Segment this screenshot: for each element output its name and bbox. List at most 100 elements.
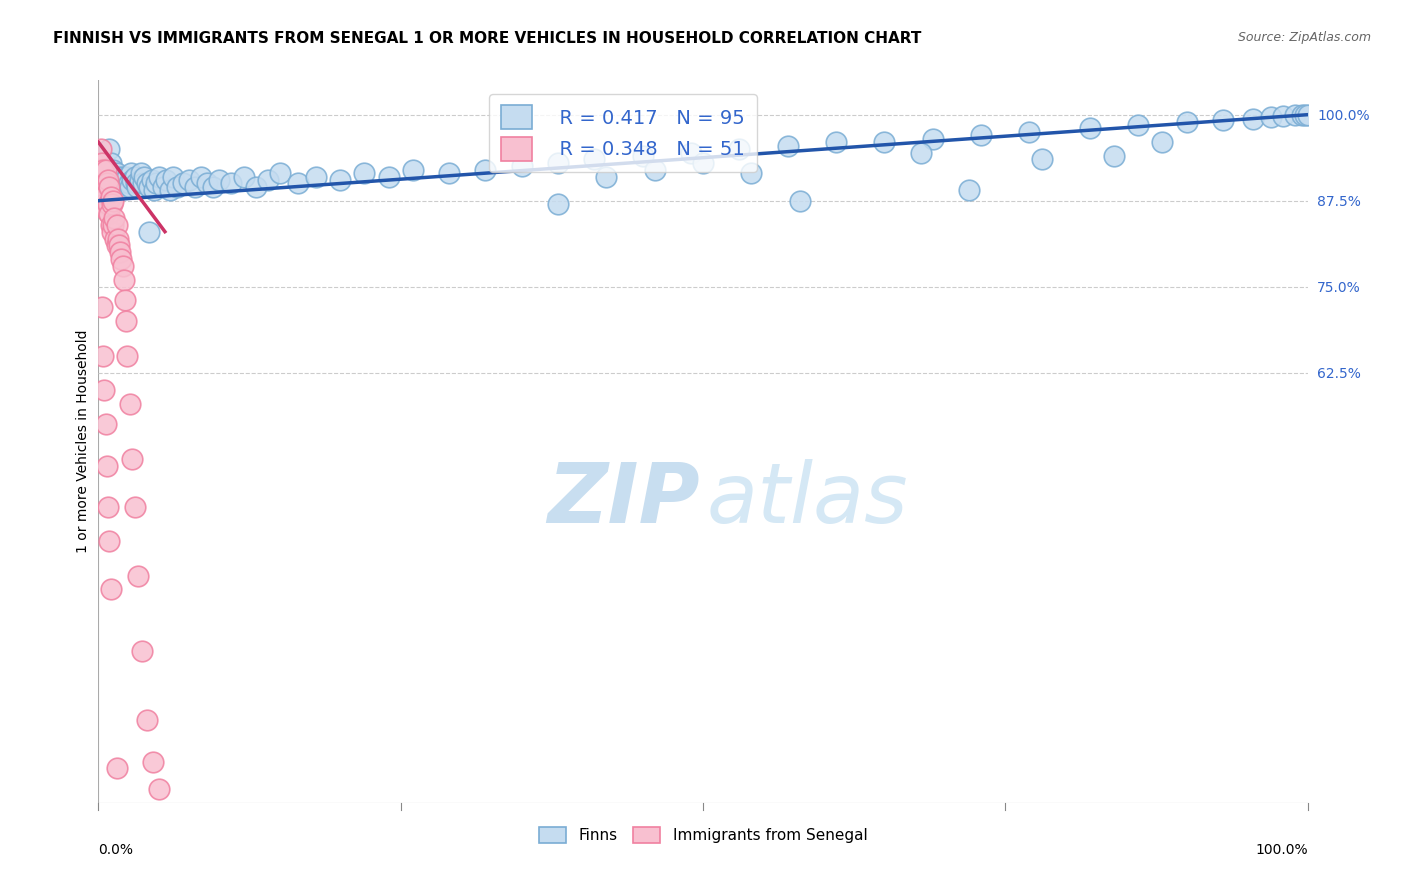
Point [134, 169, 156, 184]
Text: Source: ZipAtlas.com: Source: ZipAtlas.com [1237, 31, 1371, 45]
Point [117, 169, 139, 184]
Point [166, 180, 188, 194]
Point [100, 190, 122, 204]
Text: ZIP: ZIP [547, 458, 699, 540]
Point [105, 238, 128, 252]
Point [1296, 108, 1319, 122]
Point [269, 166, 291, 180]
Point [105, 218, 128, 232]
Y-axis label: 1 or more Vehicles in Household: 1 or more Vehicles in Household [76, 330, 90, 553]
Point [98, 180, 121, 194]
Point [1152, 135, 1174, 149]
Point [910, 145, 932, 160]
Point [91, 190, 114, 204]
Point [100, 218, 122, 232]
Point [776, 138, 799, 153]
Point [91, 162, 114, 177]
Point [103, 211, 125, 225]
Point [789, 194, 811, 208]
Point [107, 177, 129, 191]
Point [148, 169, 170, 184]
Point [141, 173, 163, 187]
Point [101, 218, 124, 232]
Point [1078, 121, 1101, 136]
Point [873, 135, 896, 149]
Point [305, 169, 328, 184]
Point [114, 293, 136, 308]
Point [143, 183, 166, 197]
Point [101, 162, 124, 177]
Point [353, 166, 375, 180]
Point [474, 162, 496, 177]
Point [583, 153, 606, 167]
Point [96, 204, 118, 219]
Point [152, 180, 174, 194]
Text: FINNISH VS IMMIGRANTS FROM SENEGAL 1 OR MORE VEHICLES IN HOUSEHOLD CORRELATION C: FINNISH VS IMMIGRANTS FROM SENEGAL 1 OR … [53, 31, 922, 46]
Point [105, 166, 128, 180]
Point [132, 177, 155, 191]
Point [128, 173, 150, 187]
Point [195, 177, 218, 191]
Point [103, 180, 125, 194]
Point [1018, 125, 1040, 139]
Point [921, 132, 943, 146]
Point [329, 173, 352, 187]
Point [104, 173, 127, 187]
Point [644, 162, 666, 177]
Point [1294, 108, 1316, 122]
Point [91, 156, 114, 170]
Point [202, 180, 225, 194]
Point [131, 644, 153, 658]
Point [127, 180, 149, 194]
Point [97, 173, 120, 187]
Point [108, 245, 131, 260]
Point [107, 231, 129, 245]
Point [98, 534, 121, 549]
Point [1128, 118, 1150, 132]
Point [110, 252, 132, 267]
Point [115, 314, 138, 328]
Point [595, 169, 617, 184]
Point [232, 169, 254, 184]
Text: 100.0%: 100.0% [1256, 843, 1308, 856]
Point [98, 207, 121, 221]
Point [256, 173, 278, 187]
Point [510, 159, 533, 173]
Point [110, 173, 132, 187]
Point [135, 713, 157, 727]
Point [377, 169, 399, 184]
Point [159, 183, 181, 197]
Text: atlas: atlas [707, 458, 908, 540]
Point [1284, 108, 1306, 122]
Point [104, 231, 127, 245]
Point [179, 173, 201, 187]
Point [631, 149, 654, 163]
Point [1272, 109, 1295, 123]
Point [101, 194, 124, 208]
Point [94, 417, 117, 432]
Point [97, 197, 120, 211]
Point [547, 197, 569, 211]
Point [127, 568, 149, 582]
Point [1241, 112, 1264, 126]
Point [112, 273, 135, 287]
Point [108, 238, 131, 252]
Point [100, 177, 122, 191]
Point [105, 761, 128, 775]
Point [124, 169, 146, 184]
Point [98, 142, 121, 156]
Point [100, 582, 122, 597]
Point [728, 142, 751, 156]
Point [94, 186, 117, 201]
Point [97, 162, 120, 177]
Point [145, 177, 167, 191]
Point [94, 162, 117, 177]
Point [111, 169, 134, 184]
Point [91, 183, 114, 197]
Point [740, 166, 762, 180]
Point [692, 156, 714, 170]
Point [100, 197, 122, 211]
Point [221, 177, 243, 191]
Point [91, 301, 114, 315]
Point [142, 755, 165, 769]
